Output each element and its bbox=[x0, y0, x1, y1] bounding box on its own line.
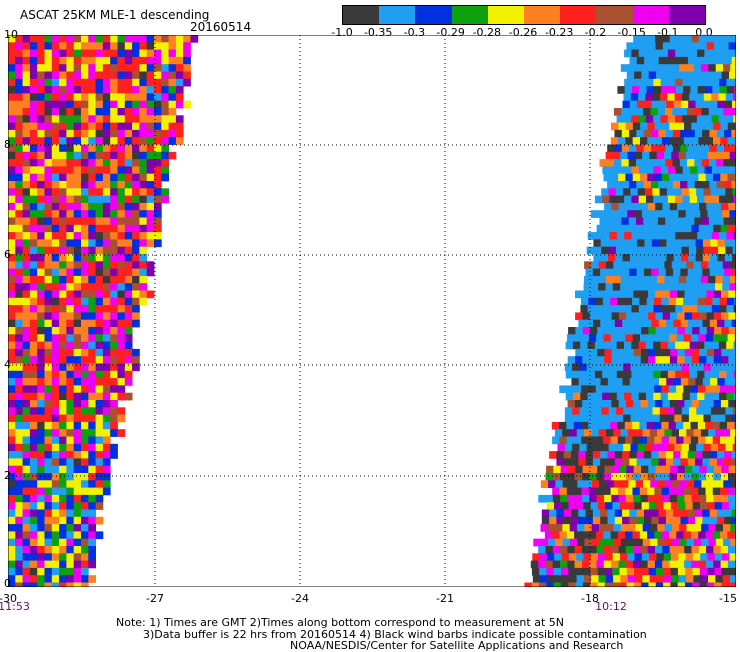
longitude-tick-label: -24 bbox=[291, 592, 309, 605]
latitude-tick-label: 6 bbox=[4, 248, 11, 261]
colorbar-segment bbox=[415, 6, 451, 24]
colorbar-segment bbox=[596, 6, 632, 24]
colorbar-segment bbox=[343, 6, 379, 24]
colorbar-segment bbox=[452, 6, 488, 24]
pass-time-right: 10:12 bbox=[595, 600, 627, 613]
longitude-tick-label: -21 bbox=[436, 592, 454, 605]
colorbar-segment bbox=[488, 6, 524, 24]
colorbar bbox=[342, 5, 706, 25]
colorbar-segment bbox=[669, 6, 705, 24]
swath-cells bbox=[8, 35, 736, 587]
note-line-3: NOAA/NESDIS/Center for Satellite Applica… bbox=[290, 639, 623, 652]
colorbar-segment bbox=[560, 6, 596, 24]
latitude-tick-label: 0 bbox=[4, 577, 11, 590]
latitude-tick-label: 2 bbox=[4, 469, 11, 482]
colorbar-segment bbox=[379, 6, 415, 24]
pass-time-left: 11:53 bbox=[0, 600, 30, 613]
map-date: 20160514 bbox=[190, 20, 251, 34]
latitude-tick-label: 4 bbox=[4, 358, 11, 371]
latitude-tick-label: 10 bbox=[4, 28, 18, 41]
longitude-tick-label: -15 bbox=[719, 592, 737, 605]
colorbar-segment bbox=[524, 6, 560, 24]
longitude-tick-label: -27 bbox=[146, 592, 164, 605]
latitude-tick-label: 8 bbox=[4, 138, 11, 151]
map-title: ASCAT 25KM MLE-1 descending bbox=[20, 8, 209, 22]
colorbar-segment bbox=[633, 6, 669, 24]
map-plot bbox=[8, 35, 736, 587]
